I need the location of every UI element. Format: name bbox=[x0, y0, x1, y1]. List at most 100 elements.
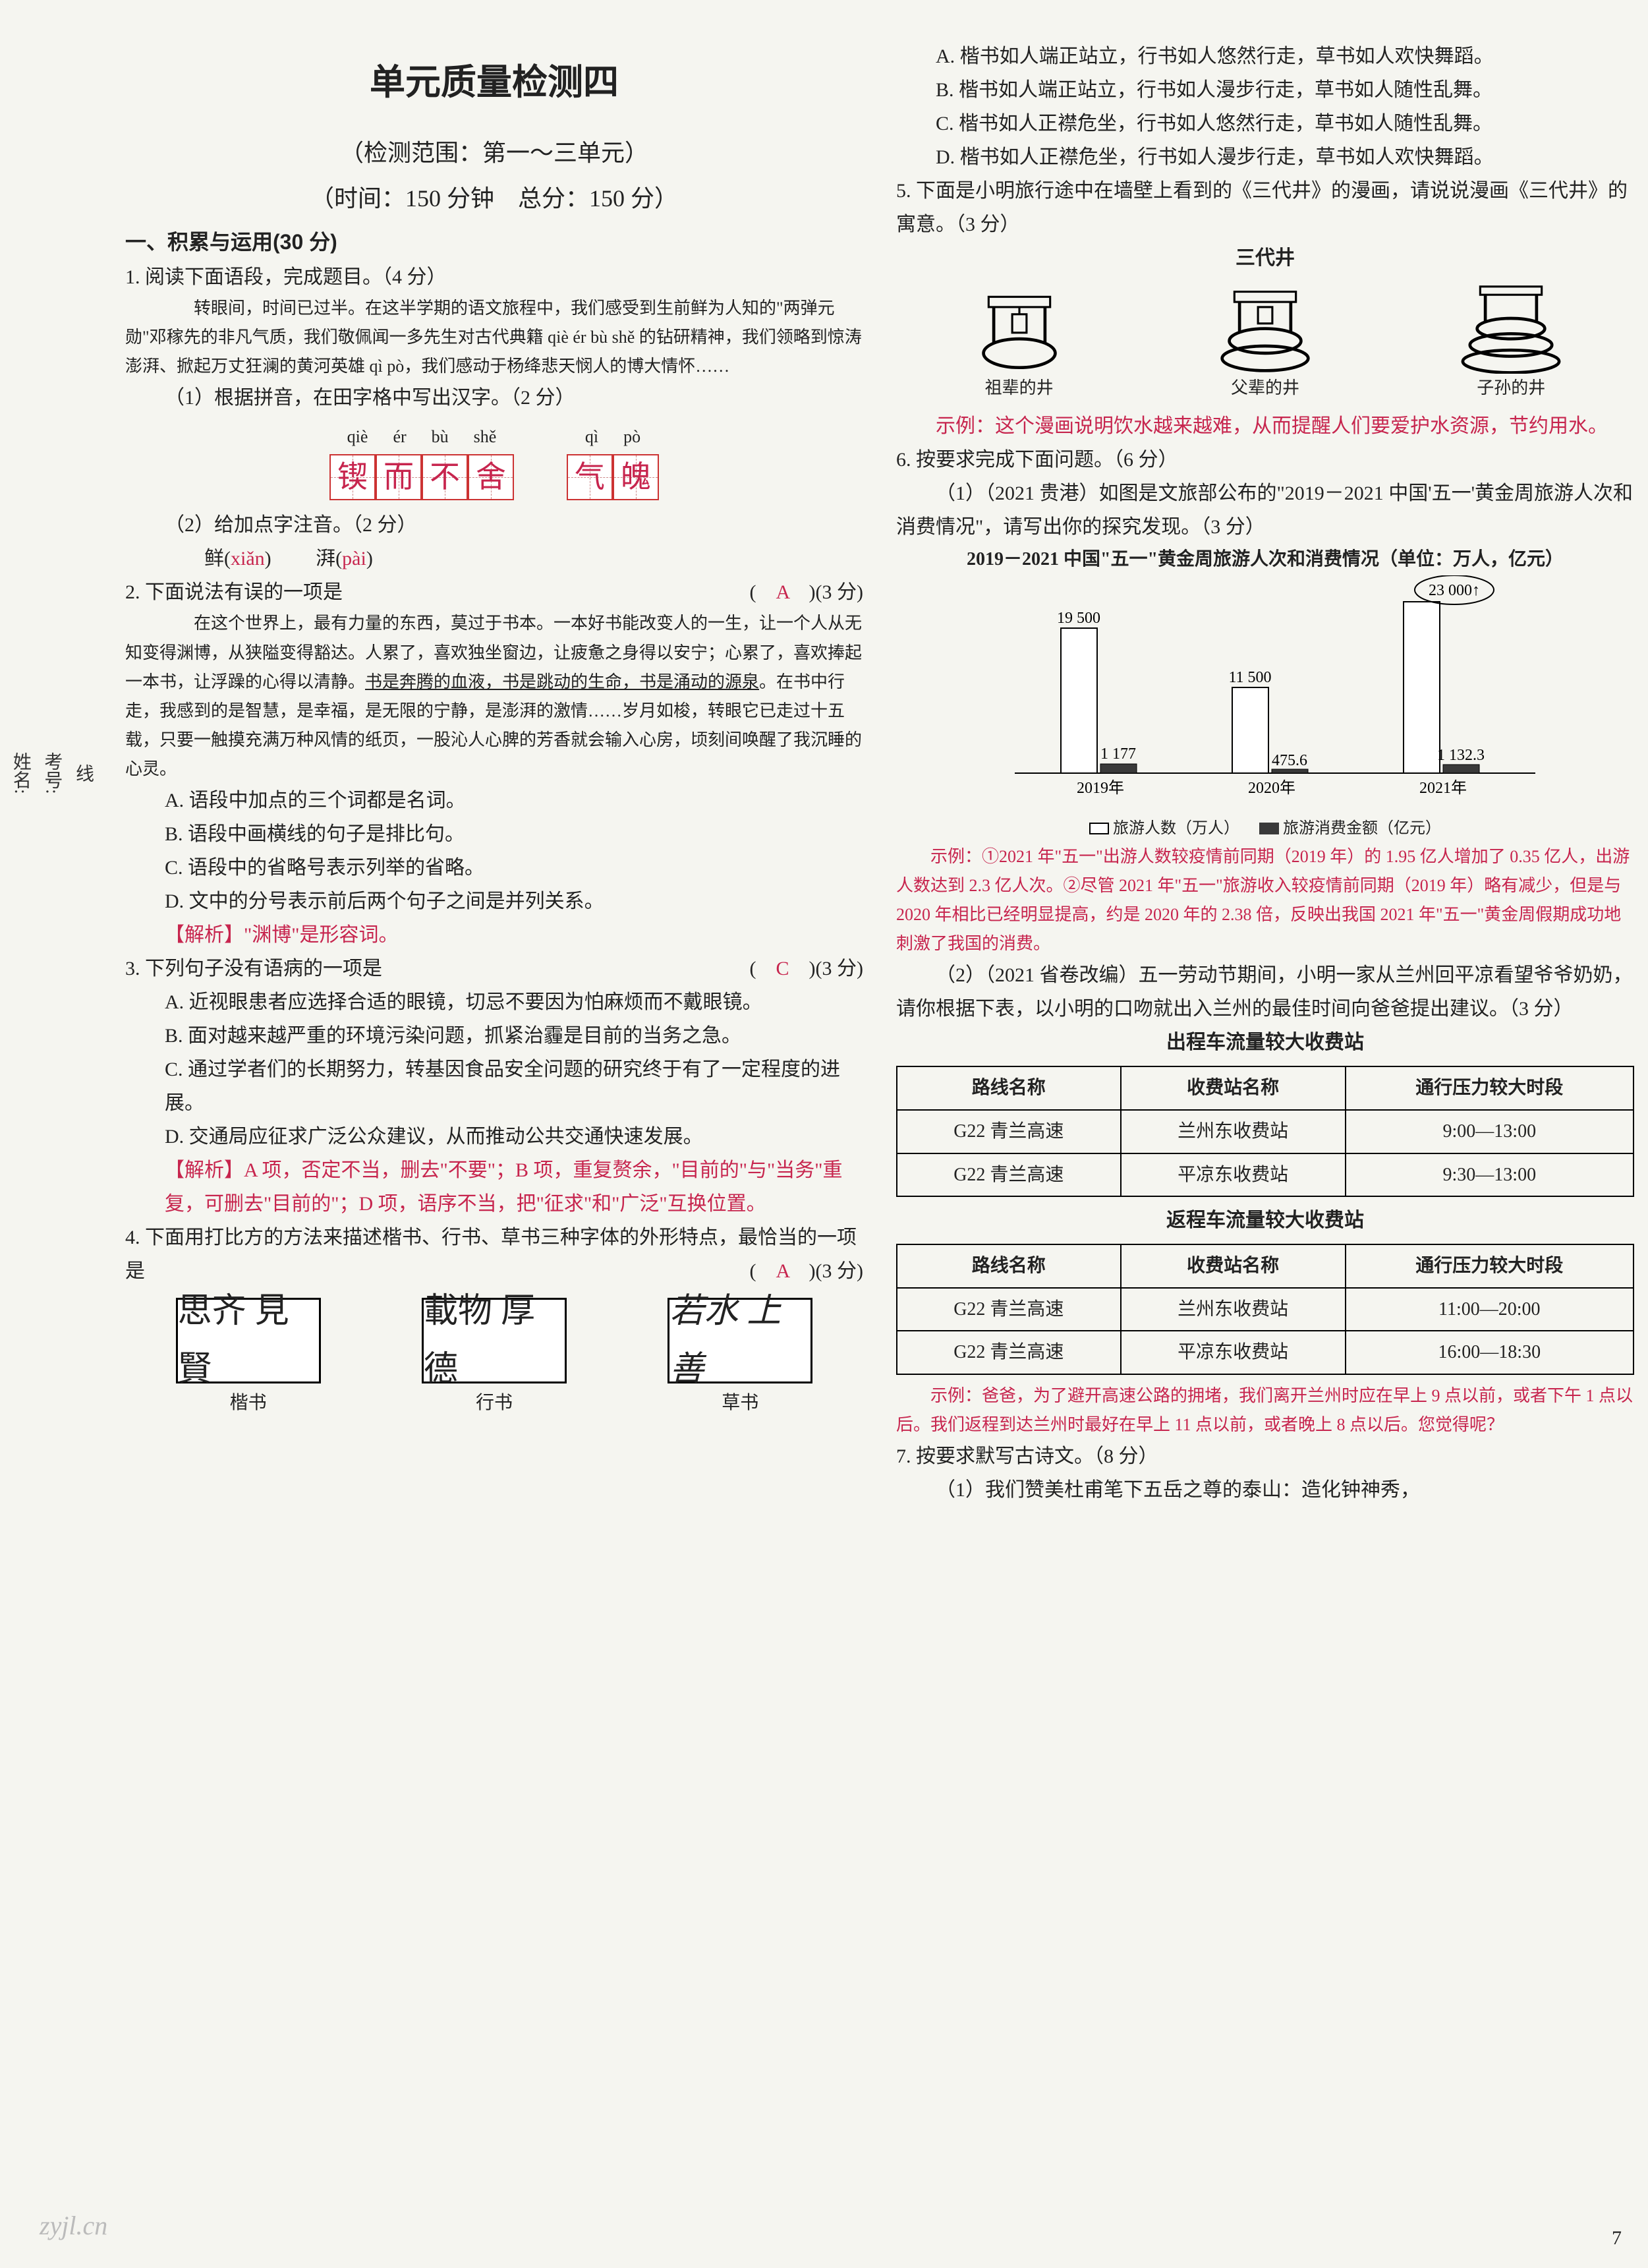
q3-option-c[interactable]: C. 通过学者们的长期努力，转基因食品安全问题的研究终于有了一定程度的进展。 bbox=[125, 1053, 863, 1120]
q2-stem-line: 2. 下面说法有误的一项是 ( A )(3 分) bbox=[125, 575, 863, 609]
q1-sub2-label: （2）给加点字注音。（2 分） bbox=[125, 508, 863, 542]
tz-cell[interactable]: 不 bbox=[422, 454, 468, 500]
q2-analysis: 【解析】"渊博"是形容词。 bbox=[125, 918, 863, 952]
pinyin-cell: bù bbox=[432, 422, 449, 451]
q2-option-d[interactable]: D. 文中的分号表示前后两个句子之间是并列关系。 bbox=[125, 885, 863, 918]
q6-sub2-answer: 示例：爸爸，为了避开高速公路的拥堵，我们离开兰州时应在早上 9 点以前，或者下午… bbox=[896, 1381, 1634, 1439]
q4-answer: A bbox=[776, 1260, 789, 1282]
question-6: 6. 按要求完成下面问题。（6 分） （1）（2021 贵港）如图是文旅部公布的… bbox=[896, 443, 1634, 1439]
outbound-table: 路线名称 收费站名称 通行压力较大时段 G22 青兰高速兰州东收费站9:00—1… bbox=[896, 1066, 1634, 1197]
q3-option-a[interactable]: A. 近视眼患者应选择合适的眼镜，切忌不要因为怕麻烦而不戴眼镜。 bbox=[125, 985, 863, 1019]
wells-row: 祖辈的井 父辈的井 bbox=[896, 281, 1634, 403]
question-2: 2. 下面说法有误的一项是 ( A )(3 分) 在这个世界上，最有力量的东西，… bbox=[125, 575, 863, 952]
q4-option-d[interactable]: D. 楷书如人正襟危坐，行书如人漫步行走，草书如人欢快舞蹈。 bbox=[896, 140, 1634, 174]
svg-text:2020年: 2020年 bbox=[1248, 779, 1295, 797]
q3-analysis: 【解析】A 项，否定不当，删去"不要"；B 项，重复赘余，"目前的"与"当务"重… bbox=[125, 1153, 863, 1221]
svg-text:2021年: 2021年 bbox=[1419, 779, 1467, 797]
q5-panel-title: 三代井 bbox=[896, 241, 1634, 275]
q2-passage: 在这个世界上，最有力量的东西，莫过于书本。一本好书能改变人的一生，让一个人从无知… bbox=[125, 609, 863, 784]
sample-xingshu: 載物 厚德 bbox=[422, 1298, 567, 1383]
question-7: 7. 按要求默写古诗文。（8 分） （1）我们赞美杜甫笔下五岳之尊的泰山：造化钟… bbox=[896, 1439, 1634, 1507]
well-icon bbox=[1458, 281, 1564, 374]
svg-text:11 500: 11 500 bbox=[1228, 669, 1271, 686]
section-1-heading: 一、积累与运用(30 分) bbox=[125, 224, 863, 260]
q6-sub2-stem: （2）（2021 省卷改编）五一劳动节期间，小明一家从兰州回平凉看望爷爷奶奶，请… bbox=[896, 958, 1634, 1026]
q2-answer: A bbox=[776, 581, 789, 603]
svg-text:1 177: 1 177 bbox=[1100, 745, 1136, 763]
legend-label: 旅游人数（万人） bbox=[1113, 815, 1239, 842]
th: 通行压力较大时段 bbox=[1346, 1244, 1634, 1288]
q4-stem-line: 4. 下面用打比方的方法来描述楷书、行书、草书三种字体的外形特点，最恰当的一项是… bbox=[125, 1221, 863, 1288]
q4-option-c[interactable]: C. 楷书如人正襟危坐，行书如人悠然行走，草书如人随性乱舞。 bbox=[896, 107, 1634, 140]
table-row: G22 青兰高速平凉东收费站16:00—18:30 bbox=[897, 1331, 1634, 1374]
table1-title: 出程车流量较大收费站 bbox=[896, 1026, 1634, 1059]
th: 路线名称 bbox=[897, 1244, 1121, 1288]
question-5: 5. 下面是小明旅行途中在墙壁上看到的《三代井》的漫画，请说说漫画《三代井》的寓… bbox=[896, 174, 1634, 443]
q2-option-c[interactable]: C. 语段中的省略号表示列举的省略。 bbox=[125, 851, 863, 885]
legend-label: 旅游消费金额（亿元） bbox=[1283, 815, 1441, 842]
phonetic-char: 鲜 bbox=[204, 548, 224, 569]
svg-text:2019年: 2019年 bbox=[1077, 779, 1124, 797]
tianzige-group-1: qiè ér bù shě 锲 而 不 舍 bbox=[329, 422, 514, 500]
th: 收费站名称 bbox=[1121, 1066, 1346, 1110]
table-row: G22 青兰高速兰州东收费站9:00—13:00 bbox=[897, 1110, 1634, 1153]
tourism-bar-chart: 19 500 1 177 2019年 11 500 475.6 2020年 23… bbox=[969, 575, 1562, 813]
margin-label-xian: 线 bbox=[67, 764, 99, 782]
time-score-line: （时间：150 分钟 总分：150 分） bbox=[125, 179, 863, 219]
q3-option-b[interactable]: B. 面对越来越严重的环境污染问题，抓紧治霾是目前的当务之急。 bbox=[125, 1019, 863, 1053]
svg-text:1 132.3: 1 132.3 bbox=[1437, 747, 1485, 764]
q5-stem: 5. 下面是小明旅行途中在墙壁上看到的《三代井》的漫画，请说说漫画《三代井》的寓… bbox=[896, 174, 1634, 241]
tianzige-group-2: qì pò 气 魄 bbox=[567, 422, 659, 500]
q4-option-a[interactable]: A. 楷书如人端正站立，行书如人悠然行走，草书如人欢快舞蹈。 bbox=[896, 40, 1634, 73]
page-title: 单元质量检测四 bbox=[125, 53, 863, 113]
q3-stem-line: 3. 下列句子没有语病的一项是 ( C )(3 分) bbox=[125, 952, 863, 985]
svg-text:23 000↑: 23 000↑ bbox=[1429, 582, 1480, 599]
tz-cell[interactable]: 气 bbox=[567, 454, 613, 500]
q2-option-a[interactable]: A. 语段中加点的三个词都是名词。 bbox=[125, 784, 863, 817]
tz-cell[interactable]: 魄 bbox=[613, 454, 659, 500]
q7-stem: 7. 按要求默写古诗文。（8 分） bbox=[896, 1439, 1634, 1473]
phonetic-char: 湃 bbox=[316, 548, 335, 569]
tz-cell[interactable]: 而 bbox=[376, 454, 422, 500]
pinyin-cell: qiè bbox=[347, 422, 368, 451]
tianzige-row: qiè ér bù shě 锲 而 不 舍 bbox=[125, 422, 863, 500]
q1-stem: 1. 阅读下面语段，完成题目。（4 分） bbox=[125, 260, 863, 294]
sample-kaishu: 思齐 見賢 bbox=[176, 1298, 321, 1383]
watermark: zyjl.cn bbox=[40, 2203, 107, 2248]
q3-answer: C bbox=[776, 958, 789, 979]
q3-option-d[interactable]: D. 交通局应征求广泛公众建议，从而推动公共交通快速发展。 bbox=[125, 1120, 863, 1153]
margin-label-xingming: 姓名: bbox=[5, 752, 36, 794]
q4-option-b[interactable]: B. 楷书如人端正站立，行书如人漫步行走，草书如人随性乱舞。 bbox=[896, 73, 1634, 107]
q1-passage: 转眼间，时间已过半。在这半学期的语文旅程中，我们感受到生前鲜为人知的"两弹元勋"… bbox=[125, 294, 863, 382]
main-content: 单元质量检测四 （检测范围：第一～三单元） （时间：150 分钟 总分：150 … bbox=[125, 40, 1634, 1507]
margin-label-kaohao: 考号: bbox=[36, 752, 68, 794]
calligraphy-samples: 思齐 見賢 楷书 載物 厚德 行书 若水 上善 草书 bbox=[125, 1298, 863, 1419]
question-4: 4. 下面用打比方的方法来描述楷书、行书、草书三种字体的外形特点，最恰当的一项是… bbox=[125, 1221, 863, 1419]
well-1: 祖辈的井 bbox=[967, 281, 1072, 403]
page-number: 7 bbox=[1612, 2221, 1622, 2255]
pinyin-cell: ér bbox=[393, 422, 406, 451]
pinyin-cell: qì bbox=[585, 422, 598, 451]
well-icon bbox=[967, 281, 1072, 374]
q2-option-b[interactable]: B. 语段中画横线的句子是排比句。 bbox=[125, 817, 863, 851]
table-row: G22 青兰高速平凉东收费站9:30—13:00 bbox=[897, 1153, 1634, 1197]
well-label: 祖辈的井 bbox=[985, 374, 1054, 403]
question-1: 1. 阅读下面语段，完成题目。（4 分） 转眼间，时间已过半。在这半学期的语文旅… bbox=[125, 260, 863, 576]
pinyin-cell: shě bbox=[474, 422, 497, 451]
chart-title: 2019－2021 中国"五一"黄金周旅游人次和消费情况（单位：万人，亿元） bbox=[896, 544, 1634, 575]
binding-margin: 线 考号: 姓名: 封 题 班级: 学校: bbox=[26, 40, 99, 1507]
margin-label-fengti: 封 题 bbox=[0, 753, 5, 794]
sample-caoshu: 若水 上善 bbox=[668, 1298, 812, 1383]
scope-line: （检测范围：第一～三单元） bbox=[125, 133, 863, 173]
question-3: 3. 下列句子没有语病的一项是 ( C )(3 分) A. 近视眼患者应选择合适… bbox=[125, 952, 863, 1221]
tz-cell[interactable]: 锲 bbox=[329, 454, 376, 500]
th: 收费站名称 bbox=[1121, 1244, 1346, 1288]
th: 路线名称 bbox=[897, 1066, 1121, 1110]
well-label: 父辈的井 bbox=[1231, 374, 1299, 403]
tz-cell[interactable]: 舍 bbox=[468, 454, 514, 500]
q1-sub2-items: 鲜(xiǎn) 湃(pài) bbox=[125, 542, 863, 575]
phonetic-answer: xiǎn bbox=[231, 548, 265, 569]
q5-sample-answer: 示例：这个漫画说明饮水越来越难，从而提醒人们要爱护水资源，节约用水。 bbox=[896, 409, 1634, 443]
q1-sub1-label: （1）根据拼音，在田字格中写出汉字。（2 分） bbox=[125, 381, 863, 415]
column-left: 单元质量检测四 （检测范围：第一～三单元） （时间：150 分钟 总分：150 … bbox=[125, 40, 863, 1507]
